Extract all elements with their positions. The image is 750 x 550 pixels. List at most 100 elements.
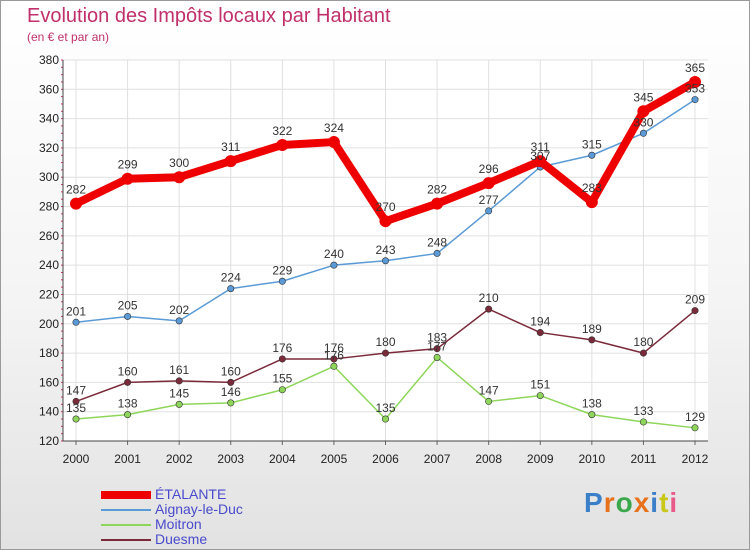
- data-label: 183: [427, 331, 447, 345]
- data-point: [691, 424, 699, 432]
- data-label: 282: [427, 183, 447, 197]
- data-point: [381, 349, 389, 357]
- x-tick-label: 2006: [372, 452, 399, 466]
- legend-label: Duesme: [155, 531, 208, 547]
- data-label: 180: [375, 335, 395, 349]
- y-tick-label: 320: [39, 141, 59, 155]
- data-point: [175, 317, 183, 325]
- y-tick-label: 160: [39, 375, 59, 389]
- logo-letter: r: [603, 487, 616, 518]
- data-point: [639, 349, 647, 357]
- data-point: [175, 400, 183, 408]
- data-point: [433, 345, 441, 353]
- data-label: 224: [221, 271, 241, 285]
- data-point: [381, 257, 389, 265]
- data-point: [639, 418, 647, 426]
- y-tick-label: 240: [39, 258, 59, 272]
- logo-letter: P: [584, 487, 604, 518]
- data-label: 180: [633, 335, 653, 349]
- x-tick-label: 2012: [682, 452, 709, 466]
- data-point: [588, 151, 596, 159]
- data-point: [72, 415, 80, 423]
- data-label: 177: [427, 339, 447, 353]
- legend-swatch: [101, 509, 151, 511]
- data-label: 345: [633, 90, 653, 104]
- data-label: 229: [272, 263, 292, 277]
- data-label: 243: [375, 243, 395, 257]
- data-label: 155: [272, 372, 292, 386]
- data-point: [175, 377, 183, 385]
- data-point: [72, 397, 80, 405]
- x-tick-label: 2002: [166, 452, 193, 466]
- data-point: [173, 171, 186, 184]
- data-label: 248: [427, 235, 447, 249]
- data-point: [639, 129, 647, 137]
- data-label: 299: [118, 158, 138, 172]
- data-point: [689, 75, 701, 88]
- y-tick-label: 140: [39, 405, 59, 419]
- x-tick-label: 2001: [114, 452, 141, 466]
- data-point: [330, 362, 338, 370]
- data-point: [227, 378, 235, 386]
- data-point: [637, 105, 650, 118]
- logo-letter: i: [650, 487, 660, 518]
- chart-title: Evolution des Impôts locaux par Habitant: [27, 5, 391, 27]
- data-point: [224, 155, 237, 168]
- data-label: 161: [169, 363, 189, 377]
- data-label: 151: [530, 378, 550, 392]
- data-label: 296: [479, 162, 499, 176]
- data-label: 160: [118, 364, 138, 378]
- data-label: 147: [66, 383, 86, 397]
- data-label: 283: [582, 181, 602, 195]
- data-label: 282: [66, 183, 86, 197]
- data-point: [485, 305, 493, 313]
- logo-letter: o: [615, 487, 634, 518]
- data-label: 160: [221, 364, 241, 378]
- data-point: [588, 411, 596, 419]
- x-tick-label: 2011: [631, 452, 657, 466]
- data-label: 129: [685, 410, 705, 424]
- data-point: [121, 172, 134, 185]
- data-point: [124, 312, 132, 320]
- data-point: [588, 336, 596, 344]
- y-tick-label: 120: [39, 434, 59, 448]
- data-point: [534, 155, 547, 168]
- data-label: 146: [221, 385, 241, 399]
- data-label: 194: [530, 315, 550, 329]
- data-point: [536, 329, 544, 337]
- data-label: 324: [324, 121, 344, 135]
- data-point: [124, 411, 132, 419]
- data-label: 147: [479, 383, 499, 397]
- data-label: 270: [375, 200, 395, 214]
- legend-label: Aignay-le-Duc: [155, 501, 243, 517]
- data-point: [278, 386, 286, 394]
- y-tick-label: 280: [39, 200, 59, 214]
- data-label: 145: [169, 386, 189, 400]
- data-point: [72, 318, 80, 326]
- data-label: 277: [479, 193, 499, 207]
- data-point: [278, 277, 286, 285]
- y-tick-label: 340: [39, 112, 59, 126]
- logo-letter: i: [669, 487, 679, 518]
- data-point: [379, 215, 392, 228]
- x-tick-label: 2009: [527, 452, 554, 466]
- y-tick-label: 360: [39, 82, 59, 96]
- data-label: 210: [479, 291, 499, 305]
- data-point: [276, 138, 289, 151]
- x-tick-label: 2010: [578, 452, 605, 466]
- data-point: [278, 355, 286, 363]
- data-point: [485, 397, 493, 405]
- data-label: 189: [582, 322, 602, 336]
- data-point: [330, 261, 338, 269]
- data-label: 205: [118, 298, 138, 312]
- x-tick-label: 2003: [217, 452, 244, 466]
- data-label: 176: [324, 348, 344, 362]
- data-label: 176: [324, 341, 344, 355]
- data-label: 133: [633, 404, 653, 418]
- data-point: [485, 207, 493, 215]
- legend-swatch: [101, 524, 151, 526]
- y-tick-label: 260: [39, 229, 59, 243]
- x-tick-label: 2004: [269, 452, 296, 466]
